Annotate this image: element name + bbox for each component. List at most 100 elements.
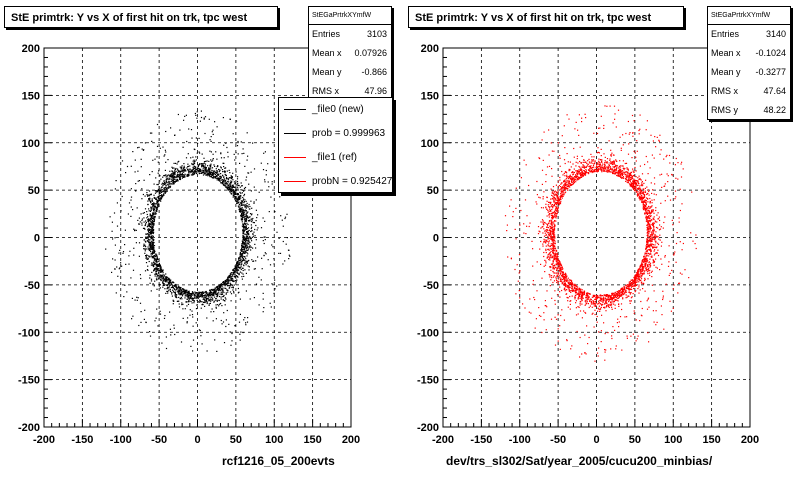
scatter-point xyxy=(639,165,641,167)
scatter-point xyxy=(609,162,611,164)
scatter-point xyxy=(213,300,215,302)
scatter-point xyxy=(547,225,549,227)
scatter-point xyxy=(227,276,230,278)
scatter-point xyxy=(628,284,630,286)
scatter-point xyxy=(255,224,257,227)
scatter-point xyxy=(169,175,171,178)
scatter-point xyxy=(176,176,178,178)
scatter-point xyxy=(647,245,649,247)
scatter-point xyxy=(238,198,241,200)
scatter-point xyxy=(645,217,647,219)
scatter-point xyxy=(169,290,172,293)
scatter-point xyxy=(157,325,159,327)
scatter-point xyxy=(245,247,247,249)
scatter-point xyxy=(573,147,575,150)
scatter-point xyxy=(173,171,175,173)
scatter-point xyxy=(182,176,184,178)
scatter-point xyxy=(246,232,248,234)
scatter-point xyxy=(195,166,197,168)
scatter-point xyxy=(653,264,655,266)
scatter-point xyxy=(645,247,647,249)
scatter-point xyxy=(552,268,554,270)
scatter-point xyxy=(178,303,180,305)
scatter-point xyxy=(147,237,149,239)
scatter-point xyxy=(185,301,187,303)
scatter-point xyxy=(186,295,188,298)
scatter-point xyxy=(166,290,168,292)
scatter-point xyxy=(627,177,630,179)
scatter-point xyxy=(208,174,210,176)
scatter-point xyxy=(179,174,181,176)
scatter-point xyxy=(644,190,646,192)
scatter-point xyxy=(236,180,239,183)
scatter-point xyxy=(207,173,209,175)
scatter-point xyxy=(242,210,244,212)
scatter-point xyxy=(204,173,206,175)
scatter-point xyxy=(549,203,551,205)
scatter-point xyxy=(236,145,239,147)
scatter-point xyxy=(170,127,172,129)
scatter-point xyxy=(541,169,544,171)
scatter-point xyxy=(625,132,627,135)
scatter-point xyxy=(230,181,232,184)
scatter-point xyxy=(635,290,637,292)
scatter-point xyxy=(578,306,580,308)
scatter-point xyxy=(244,215,246,217)
scatter-point xyxy=(605,301,607,303)
scatter-point xyxy=(193,300,195,302)
scatter-point xyxy=(633,276,635,279)
scatter-point xyxy=(638,269,640,271)
scatter-point xyxy=(645,245,647,247)
scatter-point xyxy=(167,277,169,279)
scatter-point xyxy=(647,173,649,175)
scatter-point xyxy=(182,308,184,310)
scatter-point xyxy=(123,296,125,298)
scatter-point xyxy=(603,153,605,155)
scatter-point xyxy=(211,294,214,296)
scatter-point xyxy=(574,296,576,299)
scatter-point xyxy=(209,168,211,170)
scatter-point xyxy=(607,295,609,297)
scatter-point xyxy=(552,192,555,194)
scatter-point xyxy=(274,211,276,213)
scatter-point xyxy=(119,267,121,269)
scatter-point xyxy=(651,270,653,272)
scatter-point xyxy=(229,287,231,289)
scatter-point xyxy=(153,208,155,210)
scatter-point xyxy=(629,300,631,302)
scatter-point xyxy=(156,273,158,275)
scatter-point xyxy=(586,295,588,297)
scatter-point xyxy=(165,176,167,178)
scatter-point xyxy=(194,112,196,115)
scatter-point xyxy=(217,165,219,167)
scatter-point xyxy=(575,291,577,293)
scatter-point xyxy=(203,117,205,119)
scatter-point xyxy=(124,284,126,286)
scatter-point xyxy=(558,260,560,262)
scatter-point xyxy=(555,205,557,208)
scatter-point xyxy=(542,243,544,245)
scatter-point xyxy=(578,171,580,173)
scatter-point xyxy=(590,298,592,300)
scatter-point xyxy=(147,265,149,267)
scatter-point xyxy=(237,140,239,143)
scatter-point xyxy=(553,280,556,282)
scatter-point xyxy=(152,249,154,251)
scatter-point xyxy=(250,224,252,226)
scatter-point xyxy=(516,264,518,266)
scatter-point xyxy=(630,178,632,180)
scatter-point xyxy=(221,292,223,294)
scatter-point xyxy=(242,242,244,244)
scatter-point xyxy=(575,288,577,290)
scatter-point xyxy=(231,286,233,289)
scatter-point xyxy=(607,170,609,172)
scatter-point xyxy=(196,117,198,119)
scatter-point xyxy=(208,170,210,172)
scatter-point xyxy=(629,181,631,183)
scatter-point xyxy=(221,182,223,184)
scatter-point xyxy=(198,296,200,298)
scatter-point xyxy=(614,118,616,120)
scatter-point xyxy=(264,220,266,222)
scatter-point xyxy=(144,244,146,246)
scatter-point xyxy=(639,279,641,281)
